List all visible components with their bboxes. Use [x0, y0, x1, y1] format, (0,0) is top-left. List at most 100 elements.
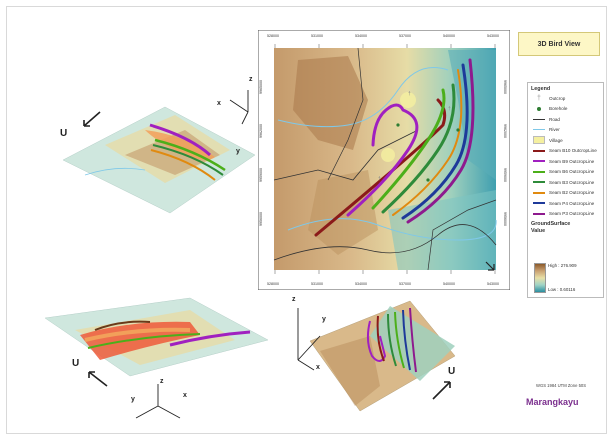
legend-label: Seam P3 OutcropLine — [549, 211, 595, 217]
tick-right: 9956000 — [503, 212, 507, 226]
outcrop-icon[interactable]: † — [378, 176, 381, 182]
seam-line-icon — [533, 179, 545, 186]
seam-line-icon — [533, 210, 545, 217]
bird-view-2[interactable] — [40, 290, 270, 380]
seam-p3-outcropline — [406, 58, 475, 224]
seam-line-icon — [533, 158, 545, 165]
legend-label: Seam B2 OutcropLine — [549, 190, 595, 196]
axis-label-y: y — [236, 148, 240, 155]
tick-right: 9965000 — [503, 80, 507, 94]
legend-item: Seam B9 OutcropLine — [528, 156, 603, 167]
tick-bottom: 543000 — [487, 282, 499, 286]
bird-view-1[interactable] — [55, 95, 255, 220]
axis-label-x: x — [183, 392, 187, 399]
legend-label: Borehole — [549, 106, 568, 112]
bird-view-3[interactable] — [300, 296, 460, 416]
legend-item: Seam B2 OutcropLine — [528, 188, 603, 199]
axis-triad-icon — [135, 384, 181, 419]
legend-label: Seam B9 OutcropLine — [549, 158, 595, 164]
river-line — [277, 67, 449, 128]
axis-label-z: z — [249, 76, 253, 83]
borehole-icon[interactable] — [426, 178, 430, 182]
legend-heading: Legend — [531, 86, 551, 92]
road-line — [273, 129, 419, 181]
seam-b10-outcropline — [314, 98, 447, 237]
legend-label: Road — [549, 116, 560, 122]
north-arrow-icon — [485, 261, 495, 271]
main-map[interactable]: † † † — [258, 30, 510, 290]
legend-label: Seam B10 OutcropLine — [549, 148, 597, 154]
layout-title: 3D Bird View — [518, 32, 600, 56]
axis-label-y: y — [322, 316, 326, 323]
legend-item: Seam B10 OutcropLine — [528, 146, 603, 157]
village-fill — [381, 148, 395, 162]
legend-item: Seam P4 OutcropLine — [528, 198, 603, 209]
seam-p4-outcropline — [401, 63, 469, 220]
legend-label: Village — [549, 137, 563, 143]
tick-top: 537000 — [399, 34, 411, 38]
tick-top: 543000 — [487, 34, 499, 38]
tick-left: 9962000 — [259, 124, 263, 138]
seam-line-icon — [533, 147, 545, 154]
river-line — [287, 218, 497, 241]
river-line-icon — [533, 126, 545, 133]
outcrop-icon[interactable]: † — [408, 91, 411, 97]
road-line — [427, 199, 497, 271]
north-arrow-icon — [88, 371, 108, 387]
road-line — [327, 47, 364, 181]
legend-label: Outcrop — [549, 95, 566, 101]
village-fill — [400, 92, 416, 108]
axis-label-z: z — [292, 296, 296, 303]
legend-label: River — [549, 127, 560, 133]
legend-label: Seam P4 OutcropLine — [549, 200, 595, 206]
tick-bottom: 534000 — [355, 282, 367, 286]
north-label: U — [72, 358, 80, 369]
north-label: U — [448, 366, 456, 377]
seam-line-icon — [533, 168, 545, 175]
tick-bottom: 528000 — [267, 282, 279, 286]
seam-b3-outcropline — [381, 83, 456, 214]
axis-label-x: x — [316, 364, 320, 371]
village-fill-icon — [533, 136, 545, 145]
surface-heading: GroundSurface — [531, 221, 571, 227]
surface-subheading: Value — [531, 228, 546, 234]
borehole-icon — [533, 105, 545, 112]
borehole-icon[interactable] — [396, 123, 400, 127]
tick-left: 9956000 — [259, 212, 263, 226]
elevation-high-label: High : 276.909 — [548, 263, 577, 268]
tick-right: 9962000 — [503, 124, 507, 138]
legend-item: † Outcrop — [528, 93, 603, 104]
outcrop-icon[interactable]: † — [448, 106, 451, 112]
legend-panel: Legend † Outcrop Borehole Road River Vil… — [527, 82, 604, 298]
tick-top: 531000 — [311, 34, 323, 38]
tick-top: 528000 — [267, 34, 279, 38]
tick-bottom: 540000 — [443, 282, 455, 286]
legend-item: Seam B3 OutcropLine — [528, 177, 603, 188]
brand-title: Marangkayu — [526, 397, 579, 407]
legend-label: Seam B3 OutcropLine — [549, 179, 595, 185]
axis-label-z: z — [160, 378, 164, 385]
seam-b9-outcropline — [346, 103, 419, 217]
north-label: U — [60, 128, 68, 139]
legend-item: River — [528, 125, 603, 136]
elevation-ramp — [534, 263, 546, 293]
legend-item: Borehole — [528, 104, 603, 115]
road-line-icon — [533, 116, 545, 123]
road-line — [273, 224, 497, 261]
seam-b6-outcropline — [371, 88, 446, 210]
north-arrow-icon — [83, 111, 101, 127]
tick-bottom: 537000 — [399, 282, 411, 286]
tick-bottom: 531000 — [311, 282, 323, 286]
legend-item: Village — [528, 135, 603, 146]
seam-b2-outcropline — [392, 69, 463, 216]
legend-item: Seam B6 OutcropLine — [528, 167, 603, 178]
tick-right: 9959000 — [503, 168, 507, 182]
axis-triad-icon — [229, 90, 249, 125]
axis-label-y: y — [131, 396, 135, 403]
borehole-icon[interactable] — [456, 128, 460, 132]
projection-label: WGS 1984 UTM Zone 50S — [536, 383, 587, 388]
tick-left: 9959000 — [259, 168, 263, 182]
tick-top: 540000 — [443, 34, 455, 38]
axis-label-x: x — [217, 100, 221, 107]
seam-line-icon — [533, 189, 545, 196]
